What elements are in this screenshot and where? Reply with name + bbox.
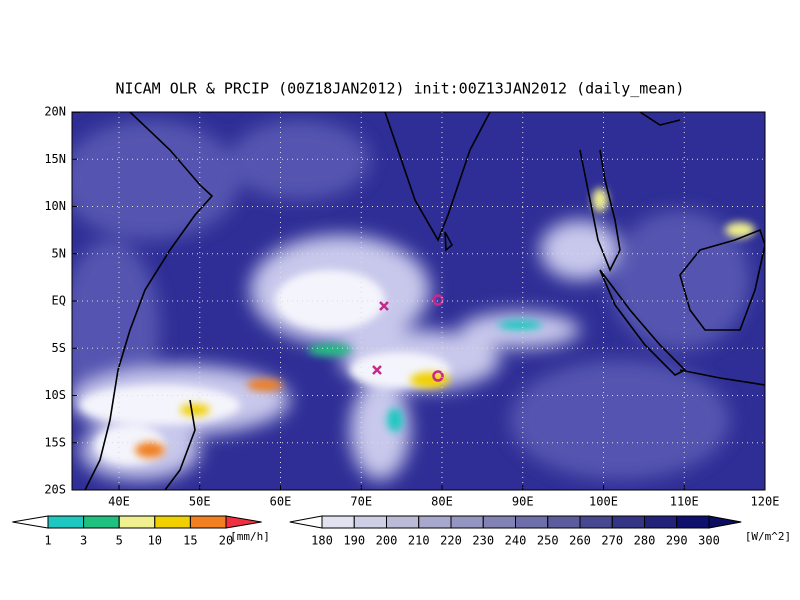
colorbar-label: 15 (183, 534, 197, 548)
colorbar-segment (321, 515, 355, 529)
colorbar-segment (515, 515, 549, 529)
colorbar-label: 260 (569, 534, 591, 548)
colorbar-segment (482, 515, 516, 529)
colorbar-label: 200 (376, 534, 398, 548)
colorbar-segment (47, 515, 85, 529)
colorbar-segment (118, 515, 156, 529)
colorbar-label: 180 (311, 534, 333, 548)
colorbar-segment (450, 515, 484, 529)
colorbar-end (12, 515, 49, 529)
colorbar-label: 210 (408, 534, 430, 548)
colorbar-segment (189, 515, 227, 529)
lat-label: 5S (52, 341, 66, 355)
lat-label: 10N (44, 199, 66, 213)
colorbar-segment (386, 515, 420, 529)
map-field (72, 112, 765, 490)
legends: 1 3 5 10 15 20[mm/h] 180 190 200 210 220 230 240 250 2… (12, 515, 791, 548)
lon-label: 40E (108, 495, 130, 509)
colorbar-unit: [mm/h] (230, 530, 270, 543)
colorbar-end (708, 515, 742, 529)
colorbar-segment (418, 515, 452, 529)
colorbar-segment (547, 515, 581, 529)
colorbar-segment (154, 515, 191, 529)
lon-label: 50E (189, 495, 211, 509)
lat-label: 15N (44, 152, 66, 166)
colorbar-segment (644, 515, 678, 529)
colorbar-label: 10 (148, 534, 162, 548)
lon-label: 110E (670, 495, 699, 509)
colorbar-segment (83, 515, 120, 529)
axis-labels: 20N 15N 10N 5N EQ 5S 10S 15S 20S 40E 50E 60E 70E 80E 9… (44, 105, 779, 509)
coastlines (72, 112, 765, 490)
lat-label: 5N (52, 246, 66, 260)
lon-label: 80E (431, 495, 453, 509)
colorbar-label: 1 (44, 534, 51, 548)
colorbar-label: 20 (219, 534, 233, 548)
colorbar-segment (611, 515, 645, 529)
lon-label: 70E (350, 495, 372, 509)
lat-label: 20N (44, 105, 66, 119)
colorbar-label: 190 (343, 534, 365, 548)
colorbar-label: 5 (116, 534, 123, 548)
colorbar-label: 3 (80, 534, 87, 548)
colorbar-label: 230 (472, 534, 494, 548)
colorbar-end (289, 515, 323, 529)
colorbar-label: 250 (537, 534, 559, 548)
colorbar-label: 300 (698, 534, 720, 548)
lon-label: 120E (751, 495, 780, 509)
lat-label: 20S (44, 483, 66, 497)
lat-label: 10S (44, 388, 66, 402)
lon-label: 60E (270, 495, 292, 509)
colorbar-segment (353, 515, 387, 529)
colorbar-label: 270 (601, 534, 623, 548)
markers (372, 294, 444, 382)
grid (72, 112, 765, 490)
map-title: NICAM OLR & PRCIP (00Z18JAN2012) init:00… (116, 80, 685, 98)
colorbar-label: 220 (440, 534, 462, 548)
colorbar-segment (676, 515, 710, 529)
colorbar-label: 280 (634, 534, 656, 548)
colorbar-unit: [W/m^2] (745, 530, 791, 543)
lon-label: 100E (589, 495, 618, 509)
colorbar-label: 240 (505, 534, 527, 548)
lat-label: EQ (52, 294, 66, 308)
lat-label: 15S (44, 435, 66, 449)
colorbar-end (225, 515, 262, 529)
colorbar-segment (579, 515, 613, 529)
lon-label: 90E (512, 495, 534, 509)
colorbar-label: 290 (666, 534, 688, 548)
